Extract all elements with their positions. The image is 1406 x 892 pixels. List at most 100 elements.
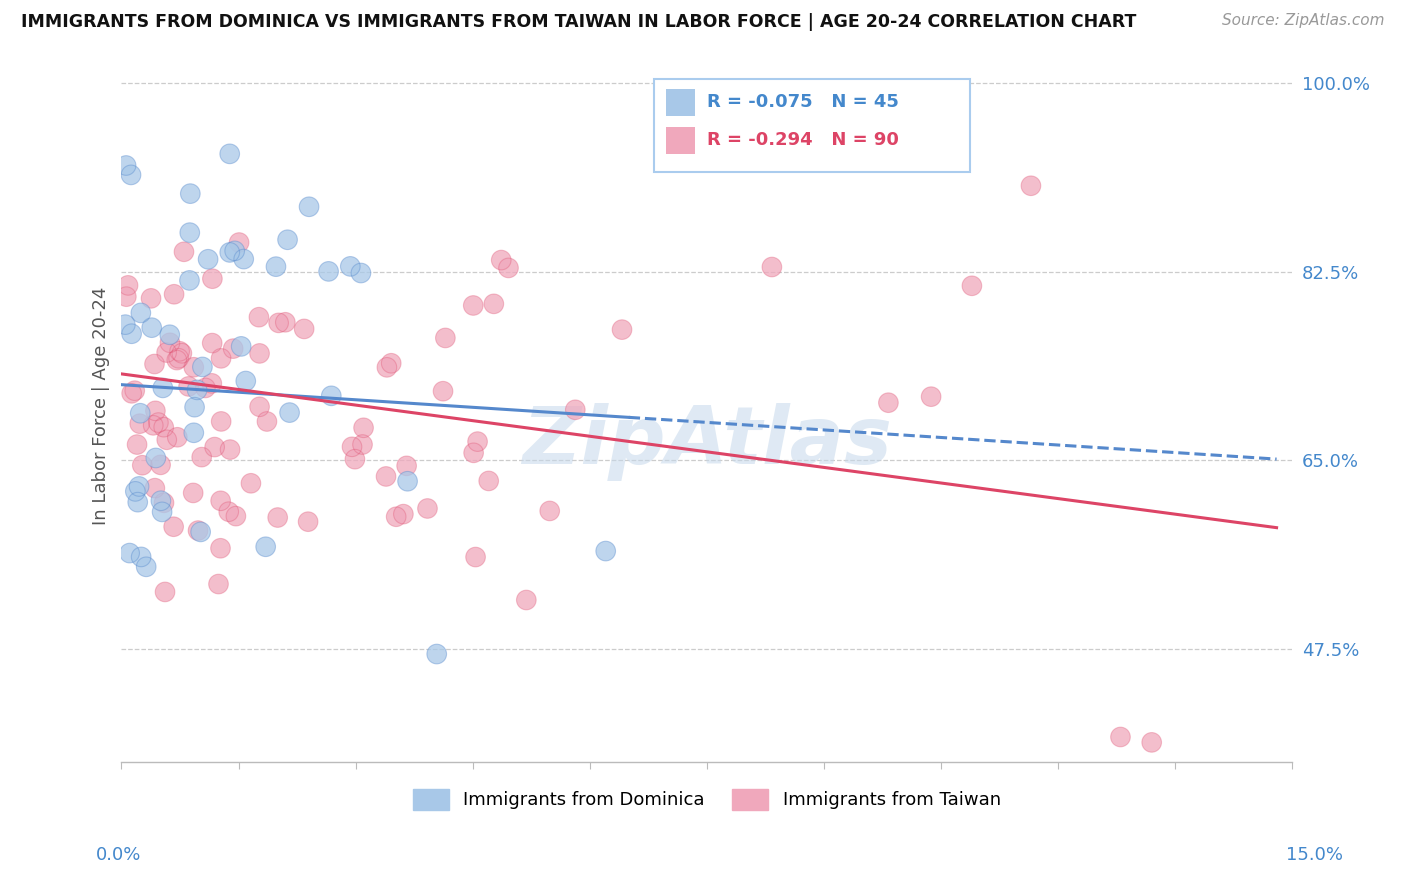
Point	[298, 200, 321, 214]
Point	[375, 469, 398, 483]
Point	[249, 346, 271, 360]
Point	[118, 546, 141, 560]
Point	[353, 421, 375, 435]
Y-axis label: In Labor Force | Age 20-24: In Labor Force | Age 20-24	[93, 287, 110, 525]
Text: Source: ZipAtlas.com: Source: ZipAtlas.com	[1222, 13, 1385, 29]
Point	[498, 260, 520, 275]
Point	[232, 252, 254, 266]
Point	[152, 381, 174, 395]
Point	[297, 515, 319, 529]
Point	[297, 515, 319, 529]
Point	[318, 264, 340, 278]
Point	[148, 416, 170, 430]
Point	[197, 252, 219, 267]
Point	[256, 415, 278, 429]
Point	[186, 383, 208, 397]
Point	[128, 417, 150, 431]
Point	[225, 509, 247, 524]
Point	[239, 476, 262, 491]
Point	[352, 437, 374, 451]
Point	[124, 484, 146, 499]
Point	[267, 316, 290, 330]
Point	[416, 501, 439, 516]
Point	[463, 446, 485, 460]
Point	[877, 395, 900, 409]
Point	[274, 315, 297, 329]
Point	[595, 544, 617, 558]
Point	[183, 400, 205, 414]
Point	[298, 200, 321, 214]
Point	[209, 351, 232, 366]
Point	[218, 245, 240, 260]
Point	[478, 474, 501, 488]
Point	[204, 440, 226, 454]
Point	[478, 474, 501, 488]
Text: 0.0%: 0.0%	[96, 846, 141, 863]
FancyBboxPatch shape	[666, 89, 695, 116]
Point	[482, 297, 505, 311]
Point	[125, 437, 148, 451]
Point	[148, 416, 170, 430]
Point	[239, 476, 262, 491]
Point	[201, 271, 224, 285]
Point	[267, 316, 290, 330]
Point	[135, 559, 157, 574]
Point	[343, 452, 366, 467]
Point	[115, 159, 138, 173]
Point	[149, 458, 172, 472]
Point	[149, 493, 172, 508]
Point	[228, 235, 250, 250]
Point	[321, 389, 343, 403]
Point	[131, 458, 153, 473]
Point	[125, 437, 148, 451]
Point	[201, 336, 224, 351]
Point	[115, 290, 138, 304]
Point	[218, 146, 240, 161]
Point	[207, 577, 229, 591]
Point	[141, 320, 163, 334]
Point	[463, 446, 485, 460]
Point	[249, 400, 271, 414]
Point	[115, 290, 138, 304]
Point	[114, 318, 136, 332]
Point	[340, 440, 363, 454]
Point	[426, 647, 449, 661]
Point	[143, 357, 166, 371]
Point	[194, 381, 217, 395]
Point	[218, 505, 240, 519]
Point	[224, 244, 246, 258]
Point	[179, 226, 201, 240]
Point	[960, 278, 983, 293]
Point	[166, 430, 188, 444]
Point	[121, 386, 143, 401]
Point	[179, 273, 201, 287]
Point	[224, 244, 246, 258]
Point	[153, 496, 176, 510]
Point	[920, 390, 942, 404]
Point	[128, 479, 150, 493]
Point	[491, 253, 513, 268]
Text: ZipAtlas: ZipAtlas	[522, 403, 891, 481]
Point	[142, 418, 165, 433]
Point	[159, 335, 181, 350]
Point	[339, 260, 361, 274]
Point	[128, 479, 150, 493]
Point	[129, 549, 152, 564]
Point	[877, 395, 900, 409]
Point	[538, 504, 561, 518]
Point	[219, 442, 242, 457]
Point	[222, 342, 245, 356]
Point	[564, 402, 586, 417]
Point	[247, 310, 270, 325]
Point	[463, 298, 485, 312]
Point	[179, 186, 201, 201]
FancyBboxPatch shape	[654, 79, 970, 171]
Point	[128, 417, 150, 431]
Point	[232, 252, 254, 266]
Point	[183, 360, 205, 375]
Point	[117, 278, 139, 293]
Point	[564, 402, 586, 417]
Point	[463, 298, 485, 312]
Point	[155, 345, 177, 359]
Point	[218, 146, 240, 161]
